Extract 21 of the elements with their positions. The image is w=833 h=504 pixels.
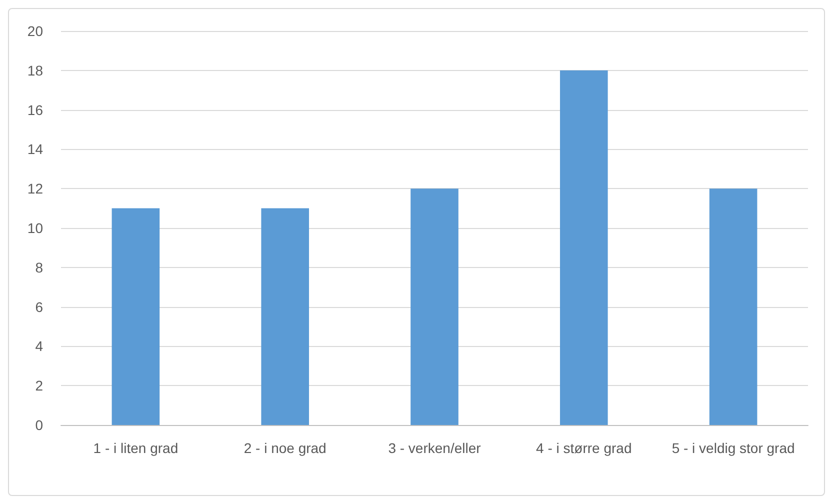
bar bbox=[560, 70, 608, 425]
bar bbox=[112, 208, 160, 425]
bar bbox=[410, 188, 458, 425]
x-tick-label: 1 - i liten grad bbox=[93, 440, 178, 456]
y-tick-label: 4 bbox=[35, 338, 44, 354]
y-tick-label: 16 bbox=[27, 102, 44, 118]
bar bbox=[261, 208, 310, 425]
y-tick-label: 8 bbox=[35, 259, 44, 276]
x-tick-label: 5 - i veldig stor grad bbox=[672, 440, 795, 456]
y-tick-label: 10 bbox=[27, 220, 44, 236]
y-tick-label: 2 bbox=[35, 378, 44, 394]
y-tick-label: 14 bbox=[27, 141, 44, 158]
y-tick-label: 18 bbox=[27, 62, 44, 78]
x-tick-label: 3 - verken/eller bbox=[388, 440, 482, 456]
y-tick-label: 6 bbox=[35, 298, 44, 315]
y-tick-label: 0 bbox=[35, 417, 44, 433]
bar bbox=[709, 188, 758, 425]
x-tick-label: 4 - i større grad bbox=[536, 440, 632, 456]
y-tick-label: 12 bbox=[27, 180, 44, 197]
y-tick-label: 20 bbox=[27, 23, 44, 39]
x-tick-label: 2 - i noe grad bbox=[244, 440, 326, 456]
